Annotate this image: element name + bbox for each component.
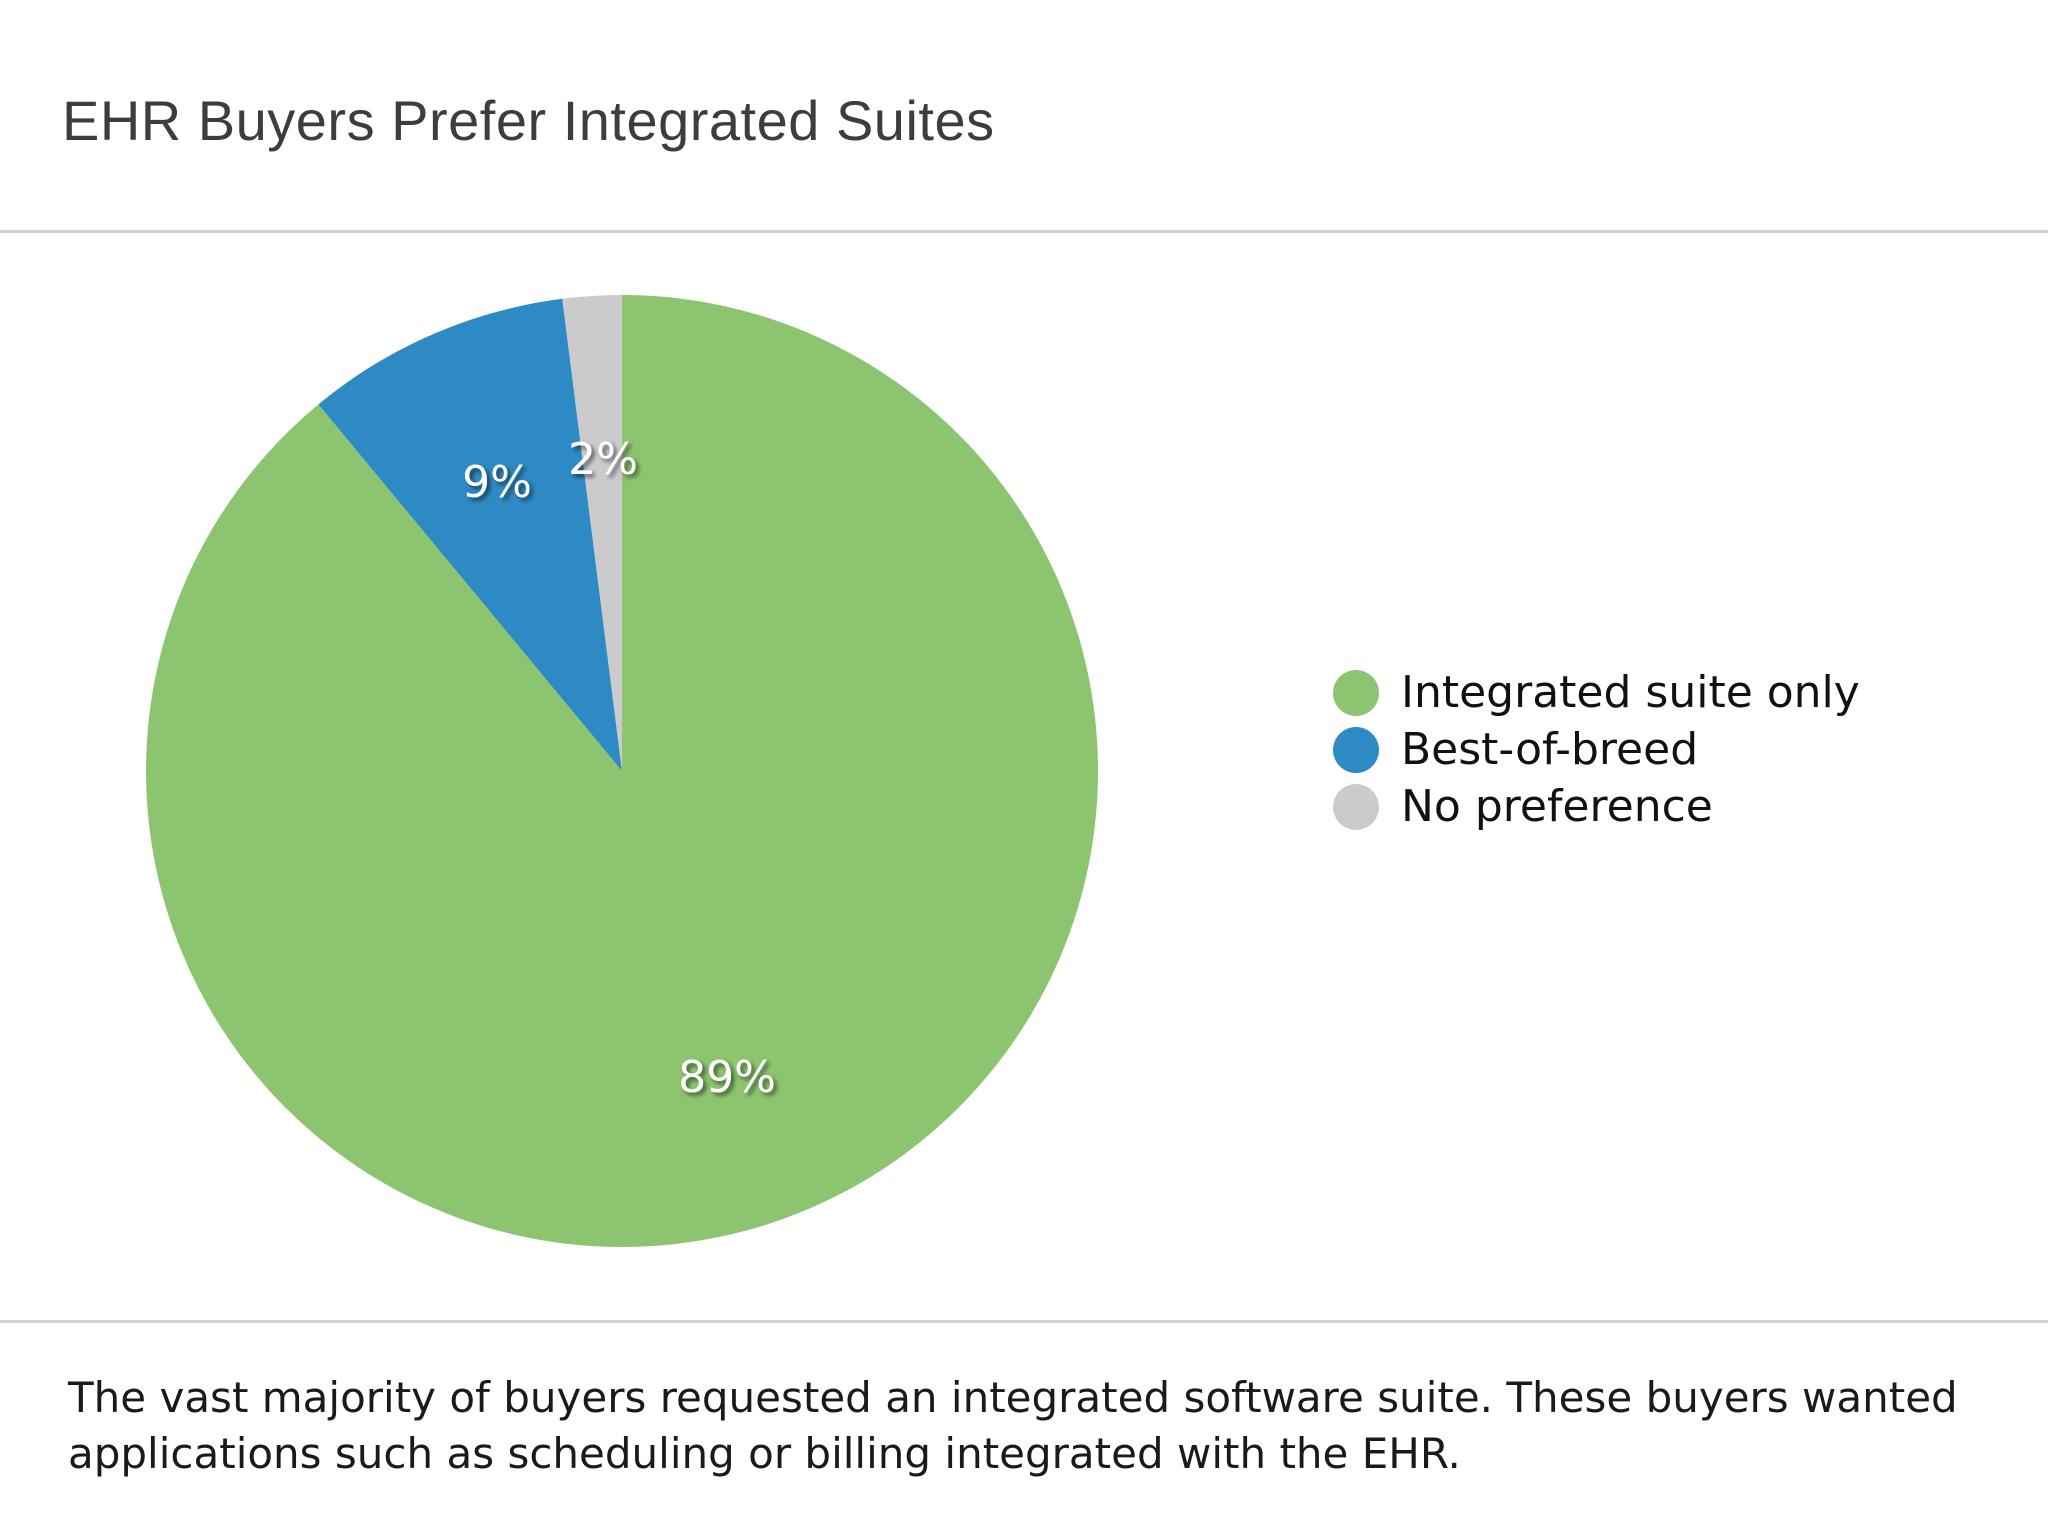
chart-title: EHR Buyers Prefer Integrated Suites [62,89,995,152]
legend-label: No preference [1401,781,1713,832]
legend: Integrated suite only Best-of-breed No p… [1333,664,1860,835]
legend-label: Integrated suite only [1401,667,1860,718]
pie-chart: 89% 9% 2% [146,295,1099,1247]
label-best-of-breed: 9% [462,457,532,508]
bottom-divider [0,1320,2048,1323]
chart-caption: The vast majority of buyers requested an… [68,1373,1958,1478]
slice-integrated[interactable] [146,295,1099,1247]
label-no-preference: 2% [568,434,638,485]
legend-item-best-of-breed[interactable]: Best-of-breed [1333,721,1860,778]
label-integrated: 89% [678,1052,776,1103]
slice-best-of-breed[interactable] [318,298,622,771]
legend-item-integrated[interactable]: Integrated suite only [1333,664,1860,721]
legend-swatch-blue-icon [1333,726,1379,773]
legend-item-no-preference[interactable]: No preference [1333,778,1860,835]
legend-swatch-green-icon [1333,669,1379,716]
legend-label: Best-of-breed [1401,724,1699,775]
slice-no-preference[interactable] [562,295,622,771]
top-divider [0,230,2048,233]
legend-swatch-gray-icon [1333,783,1379,830]
